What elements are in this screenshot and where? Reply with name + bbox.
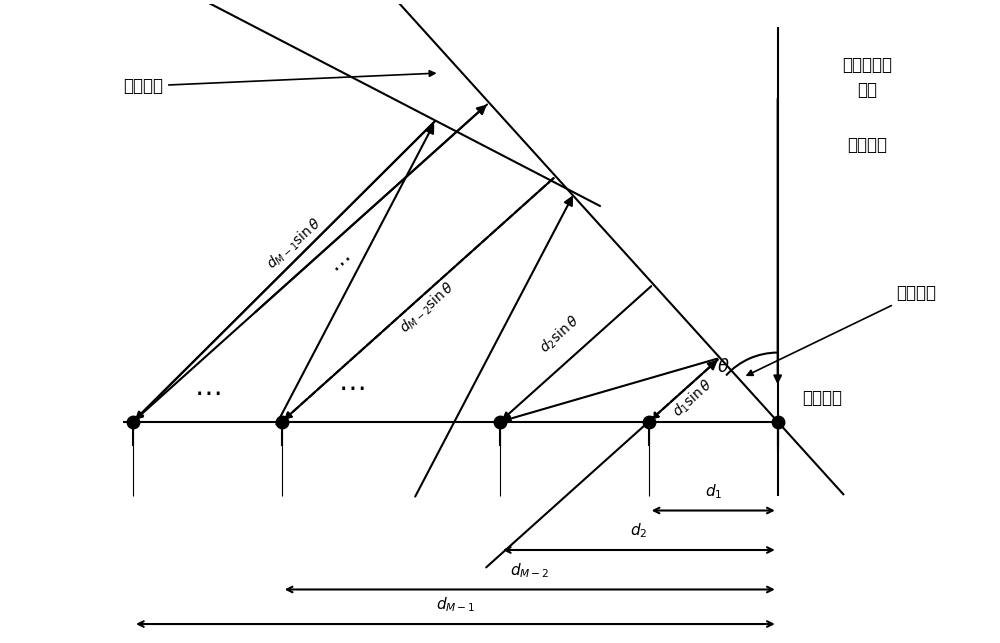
Text: $d_{M-1}\sin\theta$: $d_{M-1}\sin\theta$ — [263, 215, 326, 273]
Text: 阵列法线: 阵列法线 — [847, 136, 887, 154]
Text: 入射角度: 入射角度 — [747, 284, 937, 376]
Text: $d_{M-1}$: $d_{M-1}$ — [436, 595, 475, 614]
Text: 参考阵元: 参考阵元 — [802, 389, 842, 407]
Text: $\cdots$: $\cdots$ — [194, 379, 221, 407]
Text: $d_1\sin\theta$: $d_1\sin\theta$ — [669, 377, 716, 421]
Text: $d_{M-2}$: $d_{M-2}$ — [510, 561, 550, 579]
Text: $\theta$: $\theta$ — [717, 358, 729, 376]
Text: $\cdots$: $\cdots$ — [327, 249, 356, 278]
Text: $\cdots$: $\cdots$ — [338, 374, 365, 402]
Text: $d_1$: $d_1$ — [705, 482, 722, 501]
Text: $d_{M-2}\sin\theta$: $d_{M-2}\sin\theta$ — [396, 279, 458, 338]
Text: 平面波前: 平面波前 — [123, 71, 435, 95]
Text: $d_2$: $d_2$ — [630, 521, 648, 540]
Text: $d_2\sin\theta$: $d_2\sin\theta$ — [537, 312, 584, 357]
Text: 窄带远场信
号源: 窄带远场信 号源 — [842, 57, 892, 100]
